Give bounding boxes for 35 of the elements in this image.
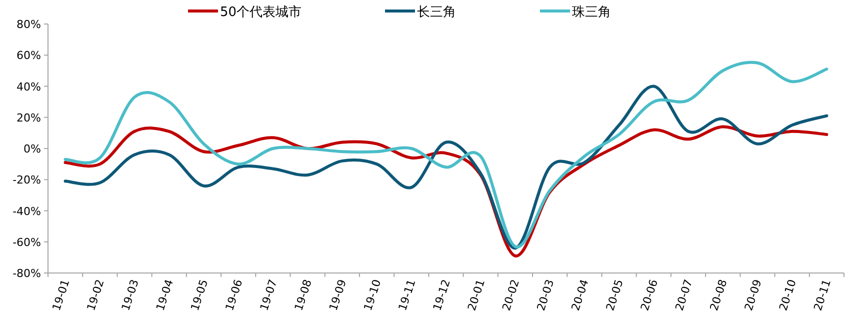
y-tick-label: 20%: [16, 111, 41, 124]
y-tick-label: -40%: [12, 204, 41, 218]
x-tick-label: 19-08: [292, 278, 314, 312]
x-tick-label: 19-12: [430, 278, 453, 312]
y-tick-label: -20%: [12, 174, 41, 187]
x-tick-label: 19-03: [119, 278, 142, 312]
x-tick-label: 19-02: [84, 278, 107, 312]
x-tick-label: 19-11: [396, 278, 418, 312]
x-tick-label: 20-09: [742, 278, 764, 312]
legend-label: 长三角: [417, 5, 456, 20]
x-tick-label: 19-09: [326, 278, 350, 312]
x-tick-label: 20-10: [776, 278, 799, 312]
x-tick-label: 20-01: [465, 278, 488, 312]
legend-label: 珠三角: [572, 5, 611, 20]
y-tick-label: -80%: [12, 267, 41, 280]
legend-label: 50个代表城市: [220, 5, 302, 20]
y-tick-label: -60%: [12, 236, 41, 249]
y-tick-label: 80%: [16, 18, 41, 31]
x-tick-label: 19-10: [361, 278, 384, 312]
x-tick-label: 20-07: [672, 278, 696, 312]
y-tick-label: 60%: [16, 49, 41, 62]
x-tick-label: 19-04: [154, 278, 176, 312]
x-tick-label: 20-05: [604, 278, 626, 312]
x-tick-label: 19-07: [258, 278, 280, 312]
x-tick-label: 20-11: [811, 278, 834, 312]
y-tick-label: 0%: [24, 142, 41, 156]
x-tick-label: 20-04: [569, 278, 592, 312]
x-tick-label: 20-06: [638, 278, 661, 312]
y-tick-label: 40%: [16, 80, 41, 94]
x-tick-label: 19-05: [188, 278, 211, 312]
x-tick-label: 19-01: [50, 278, 72, 312]
x-tick-label: 20-02: [500, 278, 522, 312]
x-tick-label: 20-03: [534, 278, 557, 312]
x-tick-label: 19-06: [222, 278, 246, 312]
x-tick-label: 20-08: [707, 278, 730, 312]
